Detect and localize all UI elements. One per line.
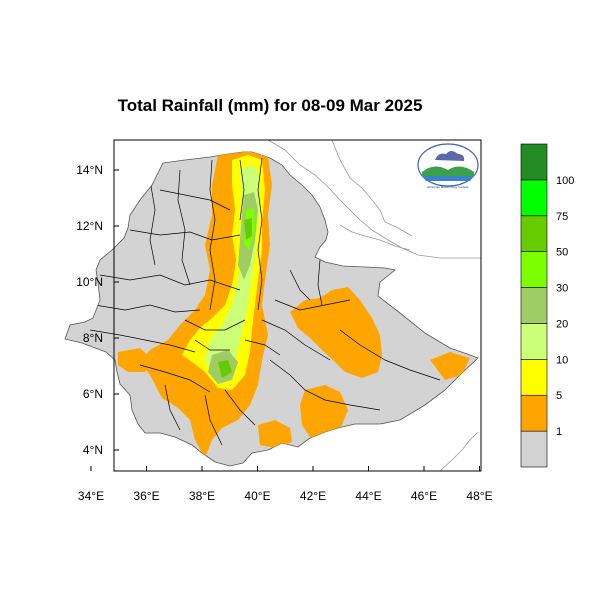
legend-swatch bbox=[520, 287, 548, 324]
legend-swatch bbox=[520, 430, 548, 468]
rain-patch-southeast bbox=[300, 385, 348, 440]
rain-patch-east bbox=[290, 287, 382, 378]
x-tick-label: 34°E bbox=[78, 489, 104, 503]
y-tick-label: 4°N bbox=[83, 443, 103, 457]
legend-swatch bbox=[520, 179, 548, 217]
x-tick-label: 36°E bbox=[133, 489, 159, 503]
y-axis: 14°N 12°N 10°N 8°N 6°N 4°N bbox=[76, 163, 119, 457]
rain-band-50mm bbox=[244, 218, 252, 240]
x-tick-label: 44°E bbox=[355, 489, 381, 503]
y-tick-label: 6°N bbox=[83, 387, 103, 401]
legend-level-label: 50 bbox=[556, 247, 568, 259]
y-tick-label: 10°N bbox=[76, 275, 103, 289]
x-tick-label: 46°E bbox=[411, 489, 437, 503]
legend-level-label: 100 bbox=[556, 175, 574, 187]
logo-cloud-icon bbox=[435, 151, 465, 161]
admin-boundaries bbox=[89, 157, 441, 446]
legend-swatch bbox=[520, 323, 548, 360]
x-tick-label: 42°E bbox=[300, 489, 326, 503]
x-tick-label: 40°E bbox=[244, 489, 270, 503]
x-axis: 34°E 36°E 38°E 40°E 42°E 44°E 46°E 48°E bbox=[78, 466, 493, 503]
logo-water-icon bbox=[422, 176, 474, 181]
plot-frame bbox=[113, 139, 482, 472]
rain-patch-50mm-south bbox=[218, 360, 232, 378]
logo-text: Ethiopian Meteorology Institute bbox=[427, 185, 469, 189]
legend-level-label: 10 bbox=[556, 354, 568, 366]
legend: 1 5 10 20 30 50 75 100 bbox=[520, 143, 574, 468]
x-tick-label: 38°E bbox=[189, 489, 215, 503]
country-land bbox=[64, 151, 479, 467]
rainfall-fields bbox=[118, 152, 470, 458]
y-tick-label: 8°N bbox=[83, 331, 103, 345]
legend-level-label: 20 bbox=[556, 318, 568, 330]
map-title: Total Rainfall (mm) for 08-09 Mar 2025 bbox=[117, 96, 423, 115]
logo-hills-icon bbox=[422, 166, 474, 176]
legend-swatch bbox=[520, 215, 548, 252]
legend-swatch bbox=[520, 143, 548, 181]
y-tick-label: 14°N bbox=[76, 163, 103, 177]
logo: Ethiopian Meteorology Institute bbox=[417, 143, 479, 189]
legend-swatch bbox=[520, 394, 548, 432]
legend-level-label: 5 bbox=[556, 390, 562, 402]
coastline-lines bbox=[267, 140, 481, 471]
legend-swatch bbox=[520, 359, 548, 396]
x-tick-label: 48°E bbox=[466, 489, 492, 503]
legend-level-label: 1 bbox=[556, 426, 562, 438]
legend-swatch bbox=[520, 251, 548, 288]
rain-patch-far-east bbox=[430, 352, 470, 380]
legend-level-label: 75 bbox=[556, 211, 568, 223]
legend-level-label: 30 bbox=[556, 283, 568, 295]
rain-patch-south bbox=[258, 420, 292, 448]
y-tick-label: 12°N bbox=[76, 219, 103, 233]
